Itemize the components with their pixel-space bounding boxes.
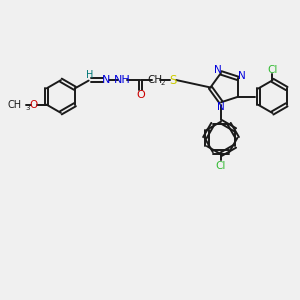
Text: Cl: Cl	[267, 65, 278, 75]
Text: CH: CH	[7, 100, 21, 110]
Text: H: H	[85, 70, 93, 80]
Text: O: O	[136, 91, 145, 100]
Text: S: S	[169, 74, 177, 86]
Text: Cl: Cl	[216, 160, 226, 171]
Text: 3: 3	[25, 105, 30, 111]
Text: N: N	[217, 102, 225, 112]
Text: N: N	[238, 70, 246, 80]
Text: N: N	[101, 75, 110, 85]
Text: N: N	[214, 65, 221, 75]
Text: O: O	[29, 100, 38, 110]
Text: CH: CH	[148, 75, 163, 85]
Text: 2: 2	[160, 80, 165, 86]
Text: NH: NH	[114, 75, 130, 85]
